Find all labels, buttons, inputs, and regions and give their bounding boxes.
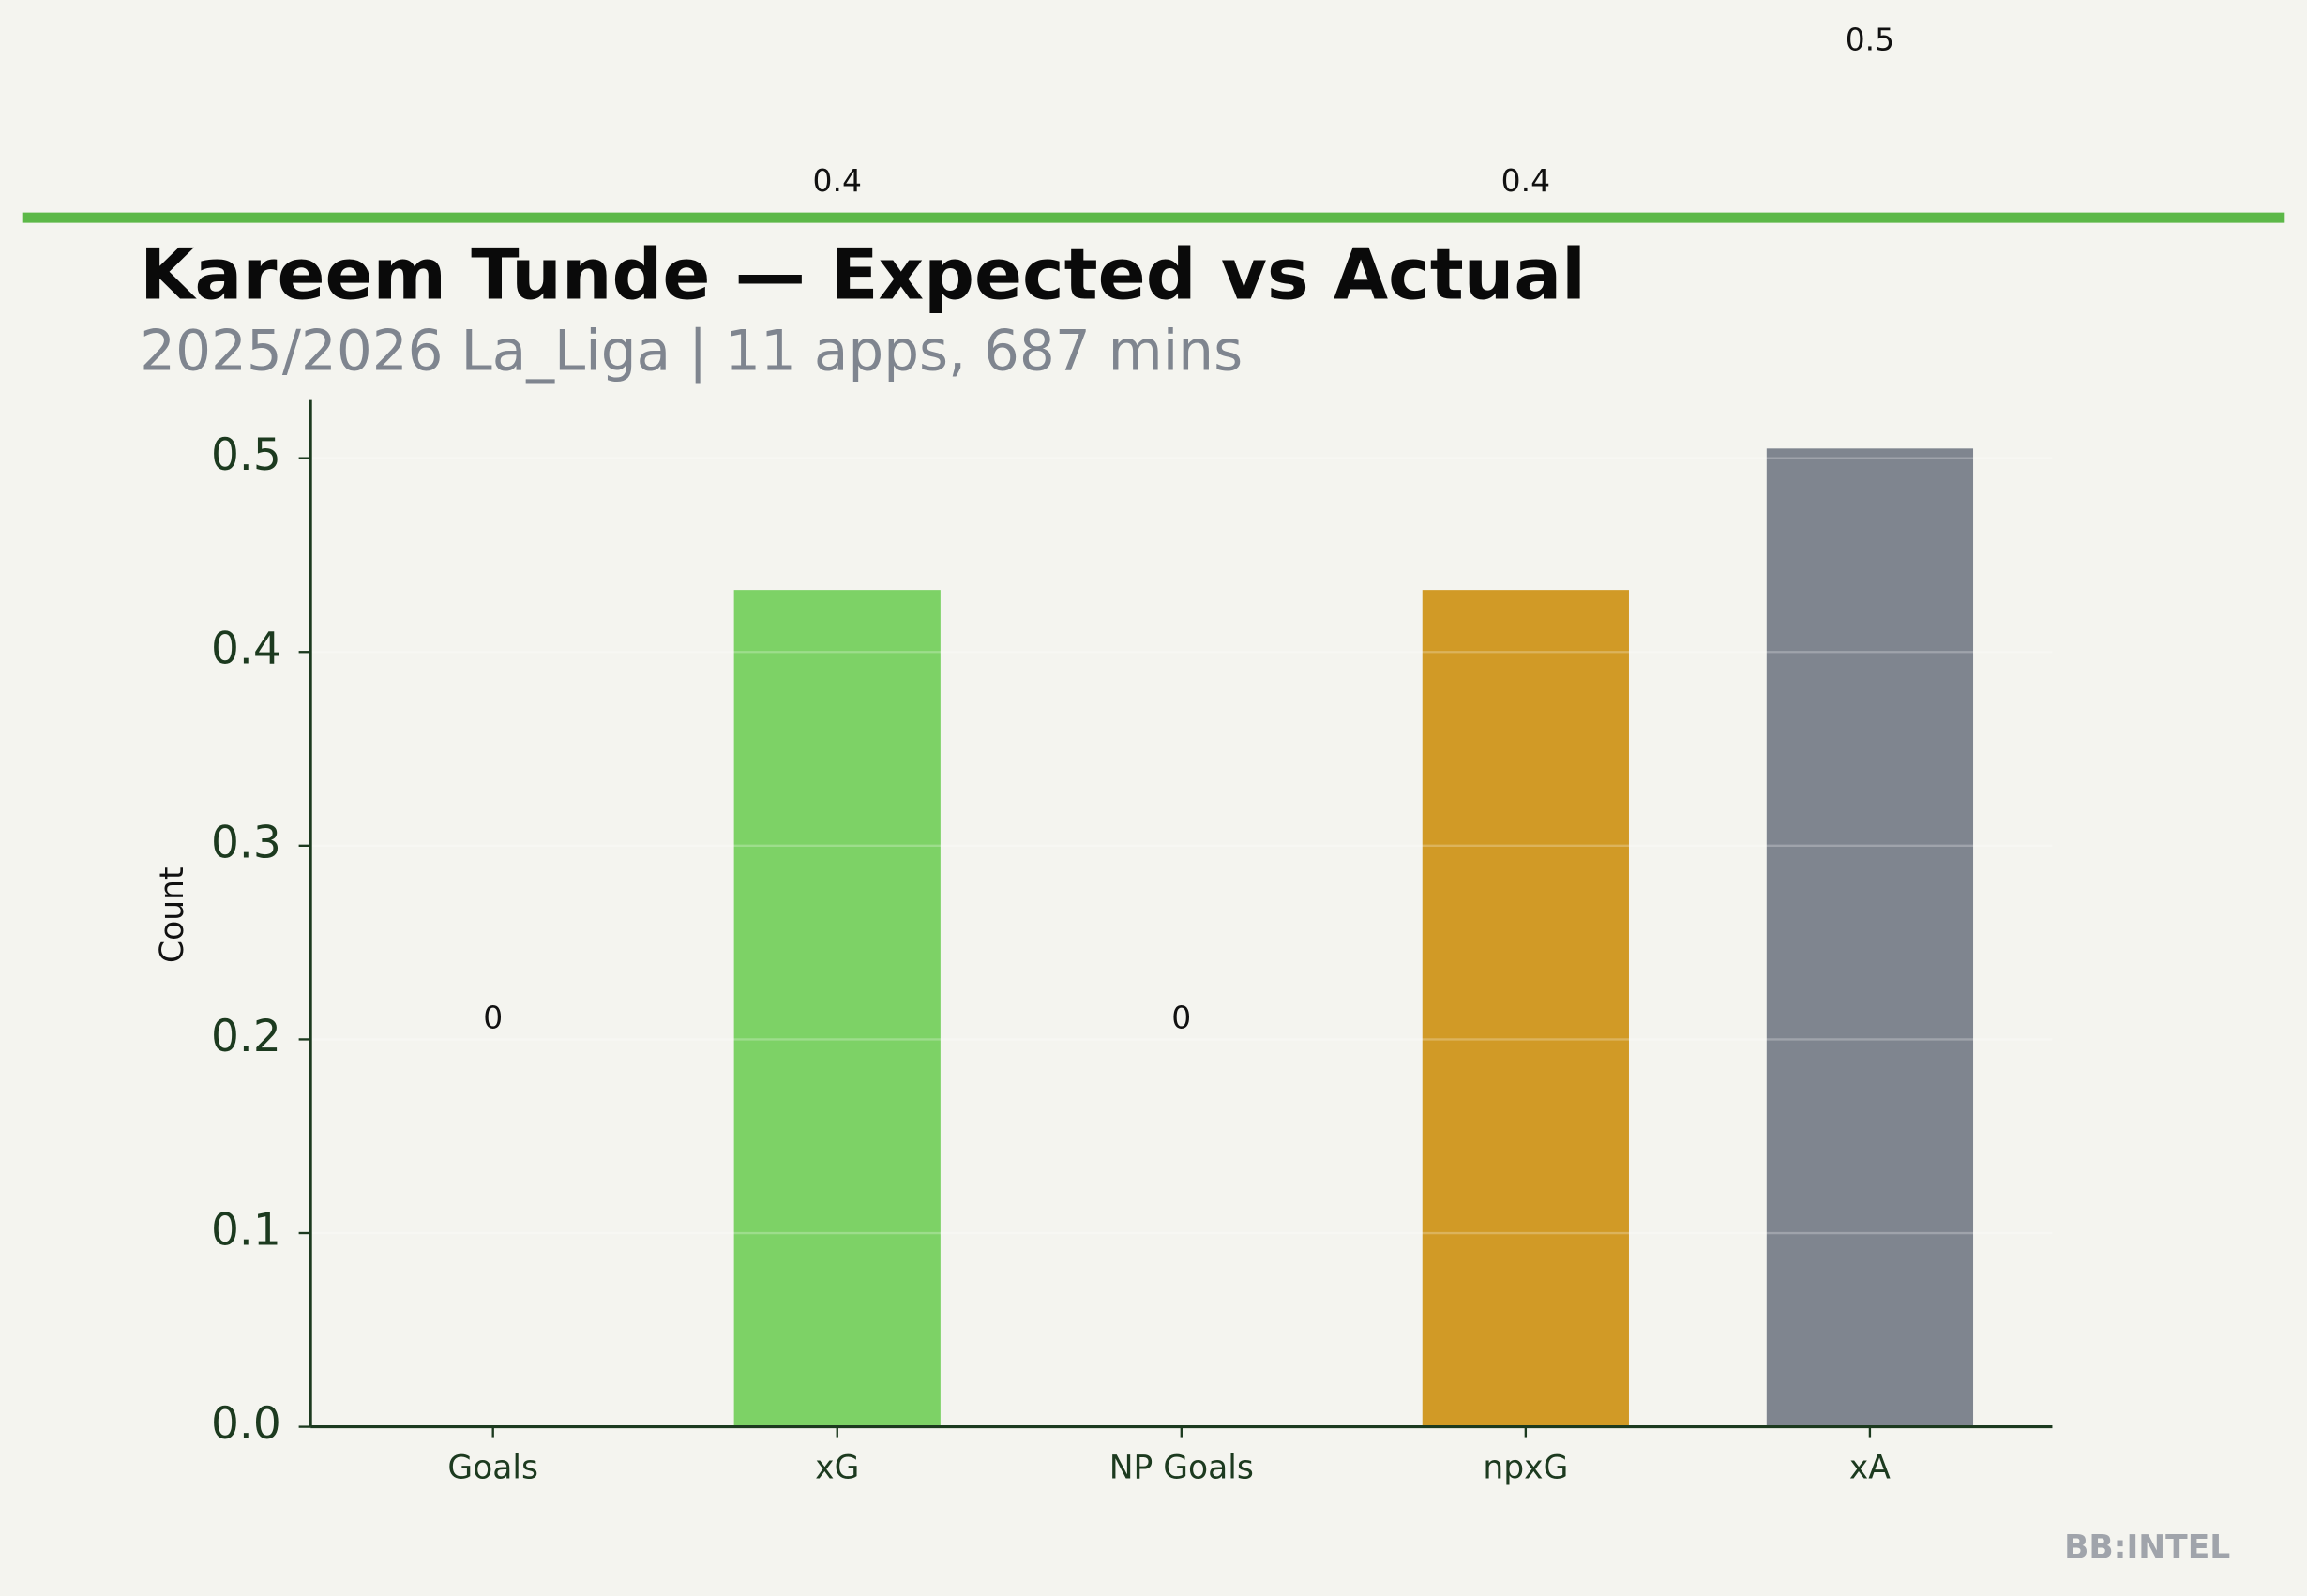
x-tick-label: xA xyxy=(1849,1450,1891,1487)
value-label: 0.4 xyxy=(813,162,862,199)
y-tick-label: 0.4 xyxy=(211,624,281,675)
y-tick-label: 0.5 xyxy=(211,429,281,481)
y-axis-label: Count xyxy=(154,866,191,962)
watermark: BB:INTEL xyxy=(2064,1528,2230,1566)
value-label: 0.4 xyxy=(1501,162,1550,199)
y-tick-label: 0.3 xyxy=(211,817,281,868)
value-label: 0 xyxy=(483,1000,503,1036)
value-label: 0.5 xyxy=(1846,21,1894,57)
bar xyxy=(1766,448,1974,1427)
y-tick-label: 0.2 xyxy=(211,1011,281,1062)
chart-title: Kareem Tunde — Expected vs Actual xyxy=(140,233,1586,316)
chart-subtitle: 2025/2026 La_Liga | 11 apps, 687 mins xyxy=(140,320,1243,384)
x-tick-label: Goals xyxy=(447,1450,538,1487)
bar xyxy=(1422,590,1629,1427)
x-tick-label: NP Goals xyxy=(1109,1450,1254,1487)
value-label: 0 xyxy=(1171,1000,1191,1036)
y-tick-label: 0.0 xyxy=(211,1398,281,1450)
x-tick-label: npxG xyxy=(1483,1450,1568,1487)
x-tick-label: xG xyxy=(815,1450,859,1487)
y-tick-label: 0.1 xyxy=(211,1205,281,1257)
bar xyxy=(733,590,941,1427)
